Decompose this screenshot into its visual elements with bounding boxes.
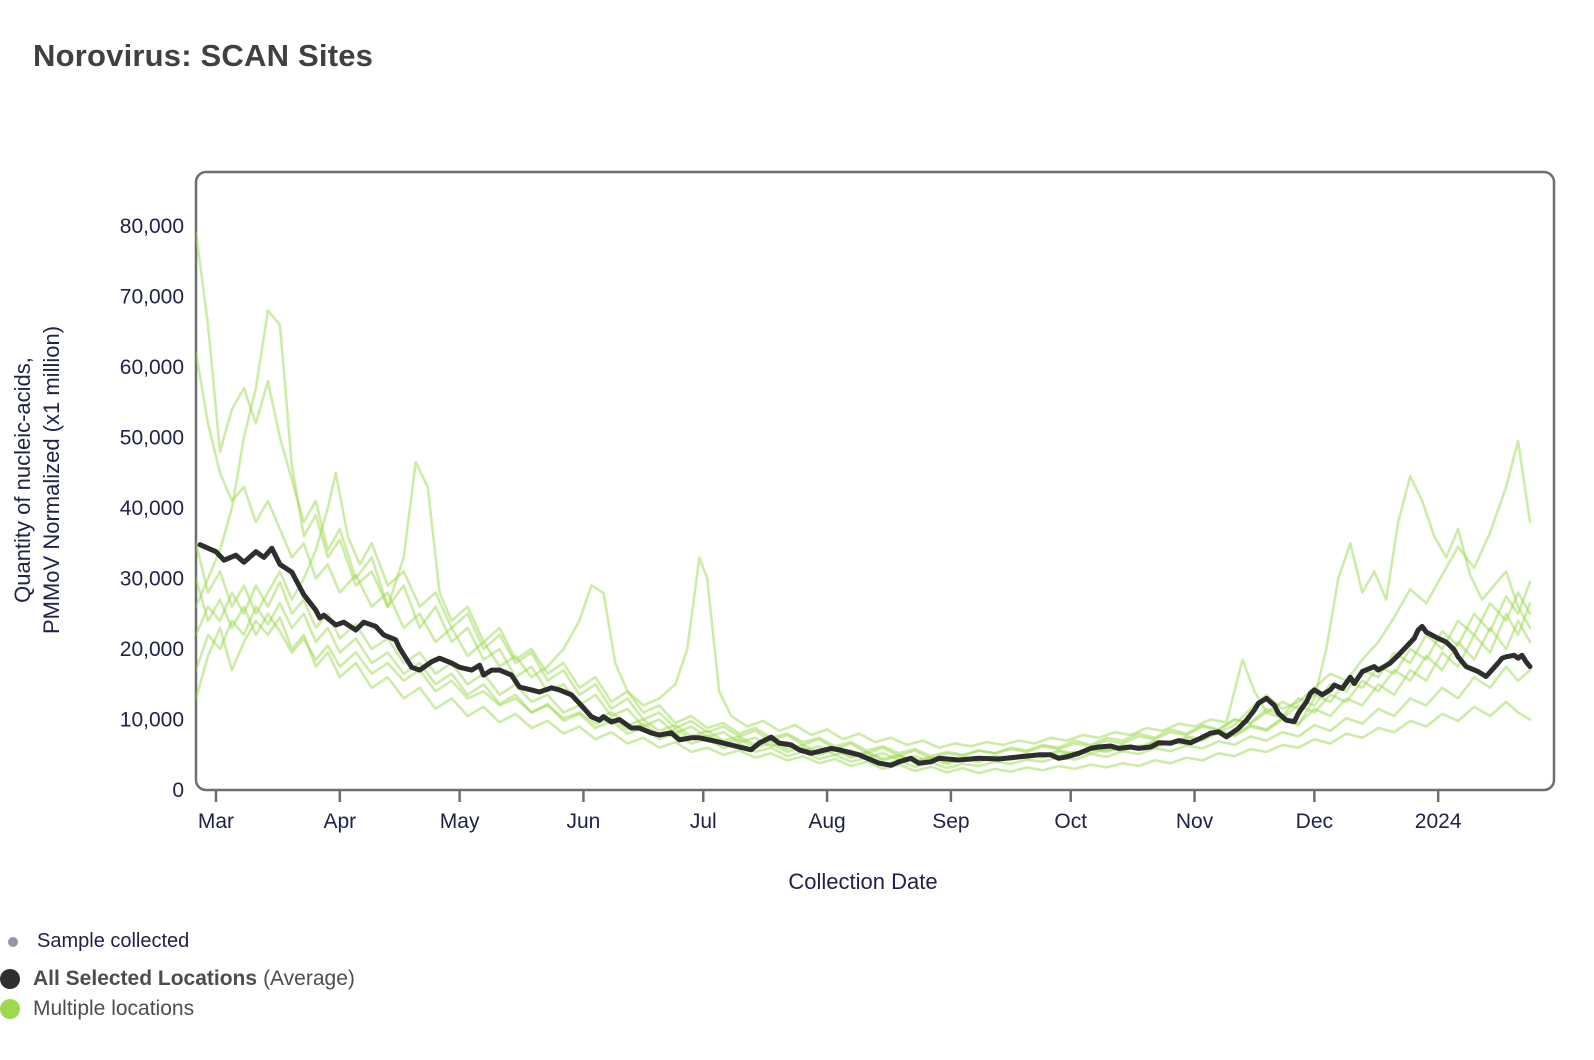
y-axis-title-line1: Quantity of nucleic-acids, xyxy=(10,357,35,603)
x-tick-label: Nov xyxy=(1176,810,1214,833)
x-tick-label: 2024 xyxy=(1415,810,1462,833)
legend-label-sample-collected: Sample collected xyxy=(37,930,190,952)
y-tick-label: 20,000 xyxy=(120,638,184,661)
y-axis-title-line2: PMMoV Normalized (x1 million) xyxy=(39,326,64,634)
y-tick-label: 0 xyxy=(172,779,184,802)
series-lines xyxy=(196,231,1533,775)
legend-item-sample-collected: Sample collected xyxy=(8,930,600,953)
location-line xyxy=(196,309,1532,758)
legend: Sample collected All Selected Locations(… xyxy=(0,922,600,1027)
average-line-dot-icon xyxy=(0,969,20,989)
multiple-locations-dot-icon xyxy=(0,999,20,1019)
chart: Mar Apr May Jun Jul Aug Sep Oct Nov Dec 2024 0 10,0… xyxy=(10,170,1556,894)
x-tick-label: Sep xyxy=(932,810,969,833)
y-tick-label: 70,000 xyxy=(120,286,184,309)
legend-label-multiple-locations: Multiple locations xyxy=(33,997,195,1020)
y-tick-label: 40,000 xyxy=(120,497,184,520)
x-tick-label: Aug xyxy=(808,810,845,833)
location-line xyxy=(196,615,1532,775)
page-title: Norovirus: SCAN Sites xyxy=(33,38,374,73)
y-axis-tick-labels: 0 10,000 20,000 30,000 40,000 50,000 60,000 70,… xyxy=(120,215,184,802)
y-tick-label: 50,000 xyxy=(120,427,184,450)
legend-label-all-selected-locations: All Selected Locations (Average) xyxy=(33,967,355,991)
x-tick-label: Jun xyxy=(566,810,600,833)
x-tick-label: Apr xyxy=(323,810,356,833)
legend-item-multiple-locations: Multiple locations xyxy=(0,997,600,1021)
x-tick-label: Mar xyxy=(198,810,234,833)
x-tick-label: Jul xyxy=(690,810,717,833)
legend-label-bold: All Selected Locations xyxy=(33,967,258,990)
location-line xyxy=(196,601,1532,770)
average-line xyxy=(197,542,1533,768)
plot-area-border xyxy=(194,170,1556,792)
location-line xyxy=(196,231,1532,764)
y-tick-label: 30,000 xyxy=(120,568,184,591)
x-axis-ticks: Mar Apr May Jun Jul Aug Sep Oct Nov Dec 2024 xyxy=(198,791,1462,833)
y-tick-label: 60,000 xyxy=(120,356,184,379)
x-axis-title: Collection Date xyxy=(788,869,937,894)
y-tick-label: 80,000 xyxy=(120,215,184,238)
sample-collected-dot-icon xyxy=(8,936,18,947)
x-tick-label: Oct xyxy=(1054,810,1087,833)
x-tick-label: May xyxy=(440,810,480,833)
x-tick-label: Dec xyxy=(1296,810,1333,833)
location-line xyxy=(196,474,1532,766)
legend-item-all-selected-locations: All Selected Locations (Average) xyxy=(0,967,600,991)
legend-label-average: (Average) xyxy=(263,967,355,990)
y-tick-label: 10,000 xyxy=(120,709,184,732)
